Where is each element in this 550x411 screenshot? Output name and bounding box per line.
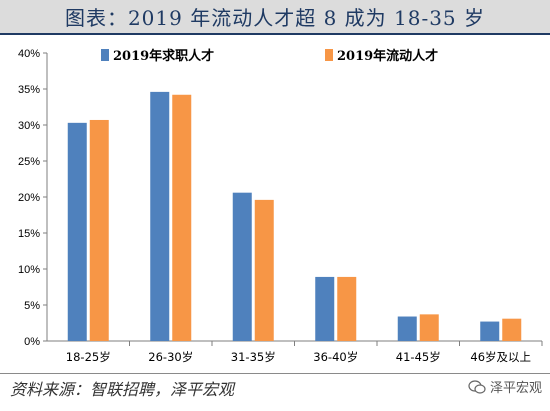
bar-chart: 0% 5% 10% 15% 20% 25% 30% 35% 40% 18-25岁 26-30岁 31-… [18,48,543,364]
y-tick-label: 20% [18,192,40,204]
title-divider [0,33,550,35]
legend-swatch [101,49,109,61]
title-bar: 图表：2019 年流动人才超 8 成为 18-35 岁 [0,0,550,33]
x-tick-label: 46岁及以上 [470,350,531,364]
source-divider [0,373,550,374]
watermark: 泽平宏观 [468,377,542,396]
bar-mobile-1 [172,94,192,341]
x-tick-label: 36-40岁 [313,350,358,364]
y-tick-label: 40% [18,48,40,60]
x-tick-label: 18-25岁 [66,350,111,364]
legend-label: 2019年求职人才 [113,48,214,64]
x-tick-label: 31-35岁 [231,350,276,364]
x-tick-label: 41-45岁 [396,350,441,364]
legend-label: 2019年流动人才 [337,48,438,64]
source-note: 资料来源：智联招聘，泽平宏观 [10,380,235,399]
bar-job-seeking-2 [232,192,252,341]
bar-mobile-2 [254,199,274,341]
y-tick-label: 15% [18,228,40,240]
bar-mobile-4 [419,314,439,341]
chart-title: 图表：2019 年流动人才超 8 成为 18-35 岁 [64,6,486,30]
y-tick-label: 10% [18,264,40,276]
y-tick-label: 30% [18,120,40,132]
wechat-icon [468,379,486,394]
watermark-text: 泽平宏观 [489,381,542,396]
y-tick-label: 35% [18,84,40,96]
x-tick-label: 26-30岁 [148,350,193,364]
y-tick-label: 5% [24,300,40,312]
y-tick-label: 0% [24,336,40,348]
y-tick-label: 25% [18,156,40,168]
bar-job-seeking-5 [480,321,500,341]
bar-job-seeking-0 [67,122,87,341]
bar-mobile-0 [89,119,109,342]
bar-mobile-5 [502,318,522,341]
legend-swatch [325,49,333,61]
bar-mobile-3 [337,276,357,341]
bar-job-seeking-3 [315,276,335,341]
bar-job-seeking-1 [150,91,170,341]
bar-job-seeking-4 [397,316,417,341]
